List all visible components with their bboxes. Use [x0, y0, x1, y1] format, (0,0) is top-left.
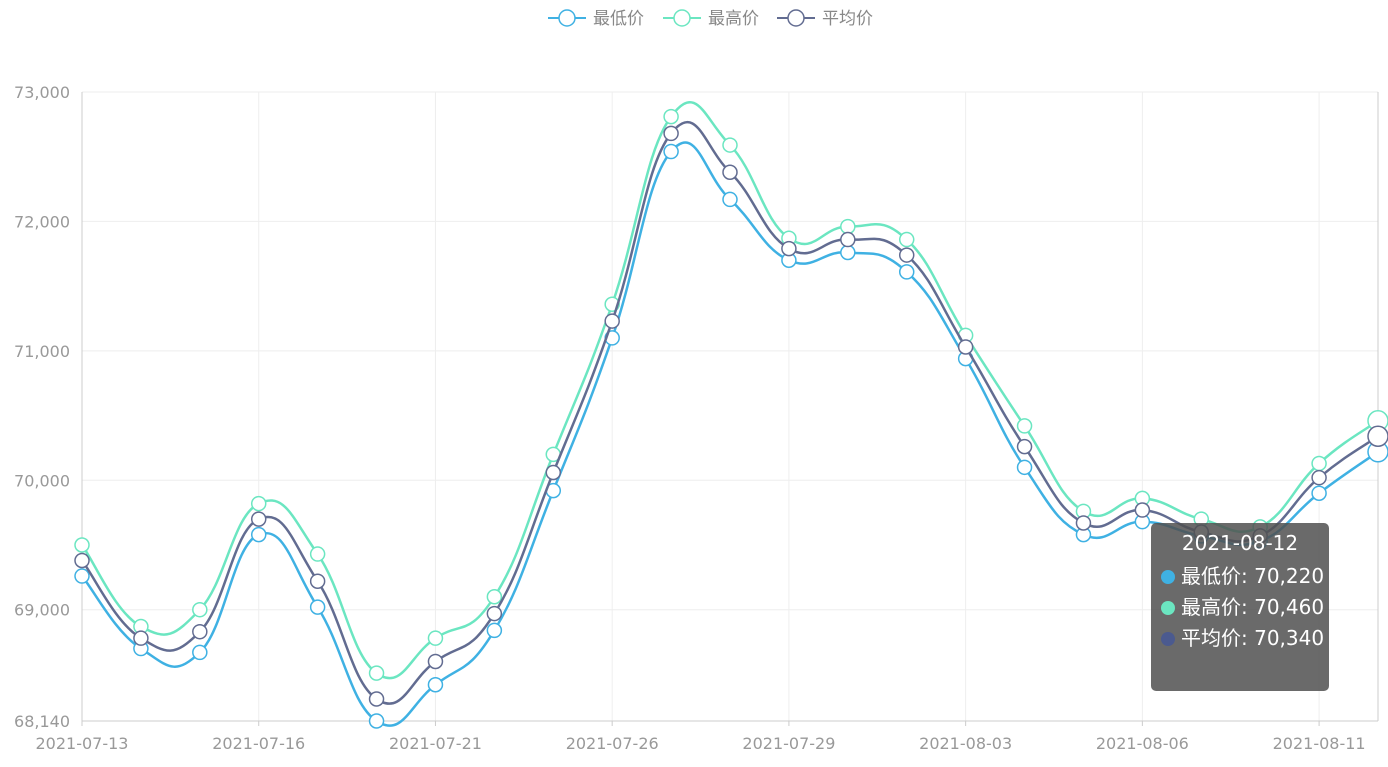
- x-tick-label: 2021-07-26: [566, 734, 659, 753]
- data-point-avg[interactable]: [663, 125, 679, 142]
- x-tick-label: 2021-08-06: [1096, 734, 1189, 753]
- data-point-avg[interactable]: [957, 339, 974, 355]
- data-point-avg[interactable]: [486, 605, 503, 622]
- tooltip-row-label: 平均价: 70,340: [1181, 626, 1325, 650]
- data-point-high[interactable]: [722, 137, 738, 153]
- data-point-low[interactable]: [427, 677, 444, 693]
- data-point-avg[interactable]: [604, 313, 620, 329]
- legend-item-high[interactable]: 最高价: [663, 9, 759, 29]
- data-point-avg[interactable]: [1311, 469, 1327, 486]
- x-tick-label: 2021-07-29: [742, 734, 835, 753]
- data-point-low[interactable]: [74, 568, 90, 584]
- data-point-avg[interactable]: [1134, 502, 1151, 518]
- legend-label: 最高价: [708, 9, 759, 29]
- legend[interactable]: 最低价 最高价 平均价: [548, 9, 873, 29]
- data-point-low[interactable]: [250, 526, 267, 543]
- tooltip: 2021-08-12 最低价: 70,220 最高价: 70,460 平均价: …: [1151, 523, 1329, 691]
- data-point-avg[interactable]: [898, 247, 915, 263]
- data-point-avg[interactable]: [1075, 515, 1092, 531]
- y-tick-label: 71,000: [14, 342, 70, 361]
- series-dot-icon: [1161, 569, 1175, 584]
- data-point-low[interactable]: [722, 191, 738, 208]
- data-point-low[interactable]: [840, 244, 856, 261]
- data-point-high[interactable]: [250, 495, 267, 512]
- y-tick-label: 68,140: [14, 712, 70, 731]
- data-point-avg[interactable]: [1367, 425, 1388, 448]
- data-point-avg[interactable]: [133, 630, 149, 646]
- data-point-low[interactable]: [486, 622, 503, 639]
- legend-label: 平均价: [822, 9, 873, 29]
- circle-icon: [558, 9, 576, 27]
- legend-item-avg[interactable]: 平均价: [777, 9, 873, 29]
- data-point-high[interactable]: [309, 546, 326, 562]
- y-tick-label: 72,000: [14, 212, 70, 231]
- data-point-high[interactable]: [1016, 418, 1033, 434]
- y-tick-label: 73,000: [14, 83, 70, 102]
- series-dot-icon: [1161, 600, 1175, 615]
- data-point-avg[interactable]: [74, 552, 90, 569]
- data-point-low[interactable]: [192, 644, 208, 661]
- legend-item-low[interactable]: 最低价: [548, 9, 644, 29]
- data-point-high[interactable]: [427, 630, 444, 646]
- data-point-high[interactable]: [840, 218, 856, 235]
- series-dot-icon: [1161, 631, 1175, 646]
- data-point-high[interactable]: [74, 537, 90, 553]
- y-tick-label: 69,000: [14, 601, 70, 620]
- y-tick-label: 70,000: [14, 471, 70, 490]
- tooltip-row-avg: 平均价: 70,340: [1161, 623, 1324, 654]
- data-point-high[interactable]: [486, 589, 503, 605]
- data-point-avg[interactable]: [309, 573, 326, 589]
- data-point-avg[interactable]: [192, 623, 208, 640]
- x-tick-label: 2021-07-13: [36, 734, 129, 753]
- data-point-avg[interactable]: [1016, 438, 1033, 455]
- circle-icon: [787, 9, 805, 27]
- data-point-low[interactable]: [663, 143, 679, 160]
- data-point-avg[interactable]: [545, 464, 562, 481]
- tooltip-row-low: 最低价: 70,220: [1161, 561, 1324, 592]
- data-point-low[interactable]: [368, 713, 385, 729]
- data-point-high[interactable]: [368, 665, 385, 681]
- data-point-low[interactable]: [1311, 485, 1327, 501]
- data-point-avg[interactable]: [427, 653, 444, 670]
- legend-label: 最低价: [593, 9, 644, 29]
- x-tick-label: 2021-08-11: [1273, 734, 1366, 753]
- series-line-avg: [81, 120, 1379, 705]
- data-point-avg[interactable]: [781, 240, 797, 257]
- data-point-avg[interactable]: [722, 164, 738, 180]
- data-point-high[interactable]: [663, 108, 679, 125]
- data-point-avg[interactable]: [840, 231, 856, 248]
- data-point-avg[interactable]: [250, 511, 267, 527]
- tooltip-row-high: 最高价: 70,460: [1161, 592, 1324, 623]
- tooltip-title: 2021-08-12: [1181, 531, 1299, 555]
- tooltip-row-label: 最高价: 70,460: [1181, 595, 1325, 619]
- data-point-high[interactable]: [898, 231, 915, 248]
- tooltip-row-label: 最低价: 70,220: [1181, 564, 1325, 588]
- axes: 68,140 69,000 70,000 71,000 72,000 73,000 2021…: [14, 83, 1379, 753]
- data-point-low[interactable]: [309, 599, 326, 615]
- x-tick-label: 2021-07-16: [212, 734, 305, 753]
- data-point-avg[interactable]: [368, 691, 385, 707]
- data-point-low[interactable]: [1016, 459, 1033, 476]
- data-point-low[interactable]: [898, 264, 915, 280]
- data-point-high[interactable]: [192, 601, 208, 618]
- data-point-high[interactable]: [1311, 455, 1327, 472]
- x-tick-label: 2021-08-03: [919, 734, 1012, 753]
- x-tick-label: 2021-07-21: [389, 734, 482, 753]
- series-line-low: [81, 141, 1379, 727]
- circle-icon: [673, 9, 691, 27]
